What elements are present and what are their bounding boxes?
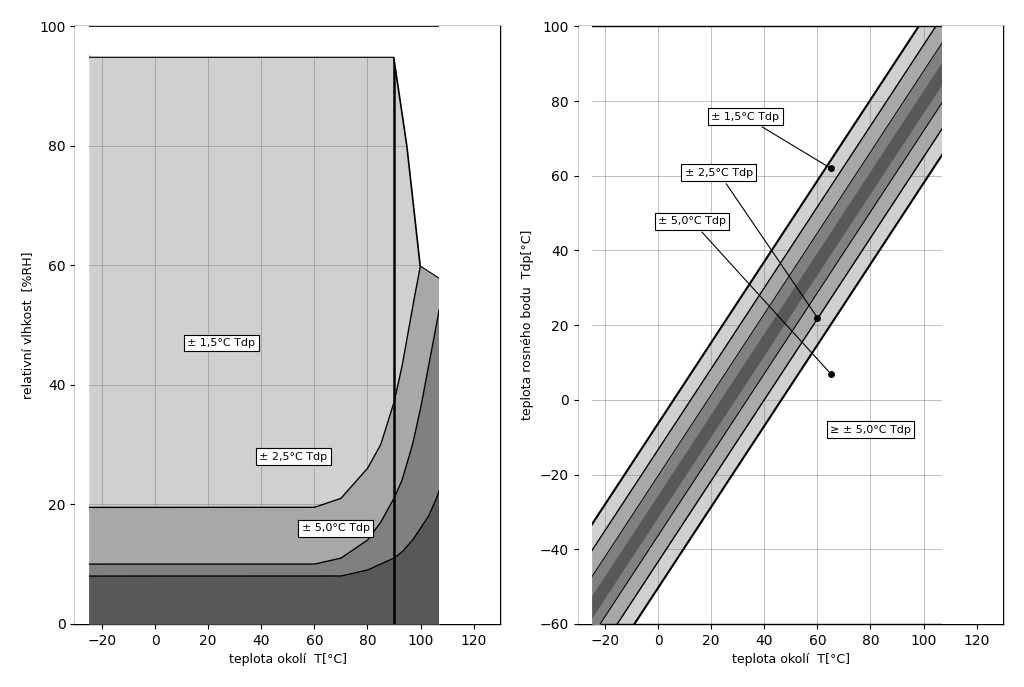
Text: ± 5,0°C Tdp: ± 5,0°C Tdp bbox=[302, 523, 370, 533]
X-axis label: teplota okolí  T[°C]: teplota okolí T[°C] bbox=[732, 653, 850, 666]
Text: ± 5,0°C Tdp: ± 5,0°C Tdp bbox=[658, 216, 828, 372]
Text: ± 1,5°C Tdp: ± 1,5°C Tdp bbox=[187, 338, 255, 348]
Text: ± 1,5°C Tdp: ± 1,5°C Tdp bbox=[712, 112, 828, 167]
Y-axis label: relativní vlhkost  [%RH]: relativní vlhkost [%RH] bbox=[20, 251, 34, 399]
X-axis label: teplota okolí  T[°C]: teplota okolí T[°C] bbox=[228, 653, 347, 666]
Y-axis label: teplota rosného bodu  Tdp[°C]: teplota rosného bodu Tdp[°C] bbox=[521, 230, 534, 420]
Text: ≥ ± 5,0°C Tdp: ≥ ± 5,0°C Tdp bbox=[830, 425, 911, 435]
Text: ± 2,5°C Tdp: ± 2,5°C Tdp bbox=[685, 168, 816, 315]
Text: ± 2,5°C Tdp: ± 2,5°C Tdp bbox=[259, 451, 328, 462]
